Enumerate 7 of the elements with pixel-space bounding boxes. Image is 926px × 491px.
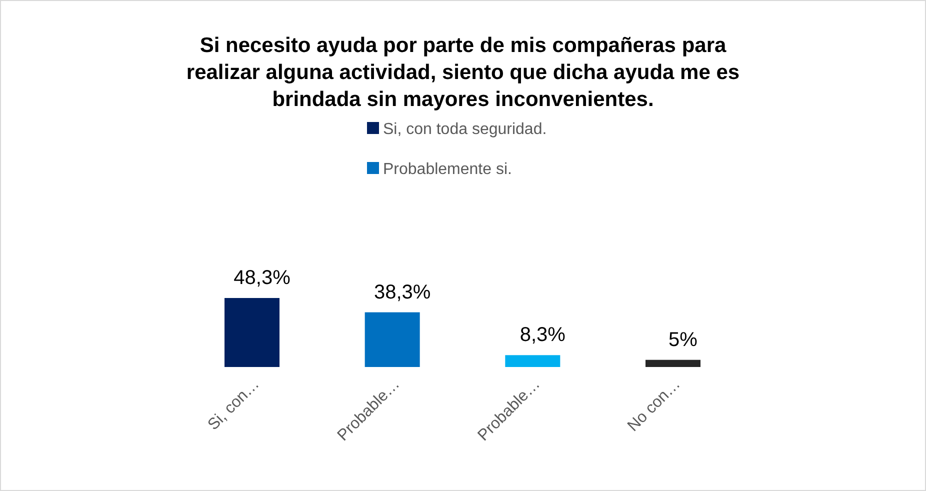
- data-label: 48,3%: [234, 267, 291, 289]
- data-label: 38,3%: [374, 281, 431, 304]
- legend-label: Si, con toda seguridad.: [383, 121, 547, 138]
- chart-title: Si necesito ayuda por parte de mis compañeras para realizar alguna actividad, siento que dicha ayuda me es brindada sin mayores inconvenientes.: [186, 34, 740, 111]
- data-label: 8,3%: [520, 324, 566, 346]
- data-label: 5%: [668, 328, 698, 351]
- legend-label: Probablemente si.: [383, 161, 512, 178]
